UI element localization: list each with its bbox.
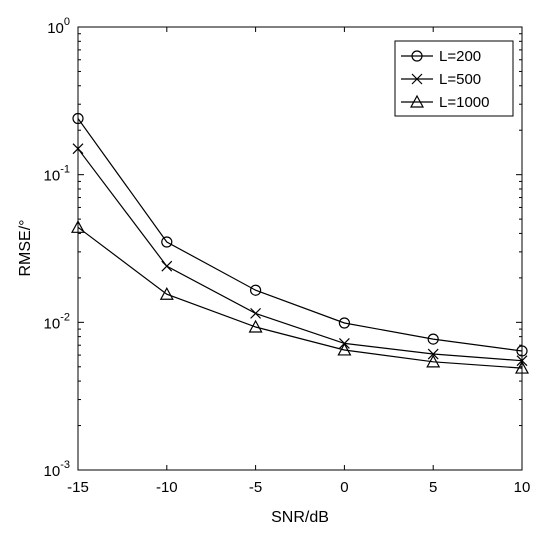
data-point xyxy=(427,333,439,345)
y-tick-label: 10-1 xyxy=(44,164,70,185)
data-point xyxy=(516,345,528,357)
data-point xyxy=(70,220,86,233)
legend-label: L=1000 xyxy=(439,94,489,111)
legend-label: L=500 xyxy=(439,71,481,88)
y-tick-label: 100 xyxy=(47,16,70,37)
data-point xyxy=(72,143,84,155)
legend-marker xyxy=(411,50,423,62)
legend-label: L=200 xyxy=(439,48,481,65)
series-l-500 xyxy=(72,143,528,367)
x-tick-label: 5 xyxy=(429,479,437,496)
legend-item: L=200 xyxy=(401,48,481,65)
series-line xyxy=(77,148,523,362)
series-l-1000 xyxy=(70,220,530,374)
axis-ticks: -15 -10 -5 0 5 10 100 10-1 10-2 10-3 xyxy=(44,16,531,496)
data-point xyxy=(338,317,350,329)
series-line xyxy=(77,118,523,352)
data-point xyxy=(250,284,262,296)
x-tick-label: 10 xyxy=(514,479,531,496)
y-tick-label: 10-3 xyxy=(44,459,70,480)
y-axis-label: RMSE/° xyxy=(17,219,34,276)
x-tick-label: 0 xyxy=(340,479,348,496)
series-line xyxy=(77,226,523,369)
legend-marker xyxy=(409,94,425,108)
x-axis-label: SNR/dB xyxy=(271,509,329,526)
series-l-200 xyxy=(72,112,528,357)
x-tick-label: -5 xyxy=(249,479,262,496)
data-point xyxy=(248,319,263,333)
y-tick-label: 10-2 xyxy=(44,311,70,332)
legend-item: L=500 xyxy=(401,71,481,88)
x-tick-label: -10 xyxy=(156,479,178,496)
data-point xyxy=(159,286,174,300)
data-point xyxy=(250,307,262,319)
legend-item: L=1000 xyxy=(401,94,489,111)
data-point xyxy=(337,342,352,356)
data-point xyxy=(72,112,84,125)
data-point xyxy=(427,348,439,360)
data-point xyxy=(514,360,530,374)
data-point xyxy=(426,354,441,368)
data-point xyxy=(516,355,528,367)
legend: L=200 L=500 L=1000 xyxy=(394,40,514,117)
series-group xyxy=(70,112,530,374)
data-point xyxy=(161,260,173,272)
data-point xyxy=(161,236,173,248)
legend-marker xyxy=(411,73,423,85)
x-tick-label: -15 xyxy=(67,479,89,496)
